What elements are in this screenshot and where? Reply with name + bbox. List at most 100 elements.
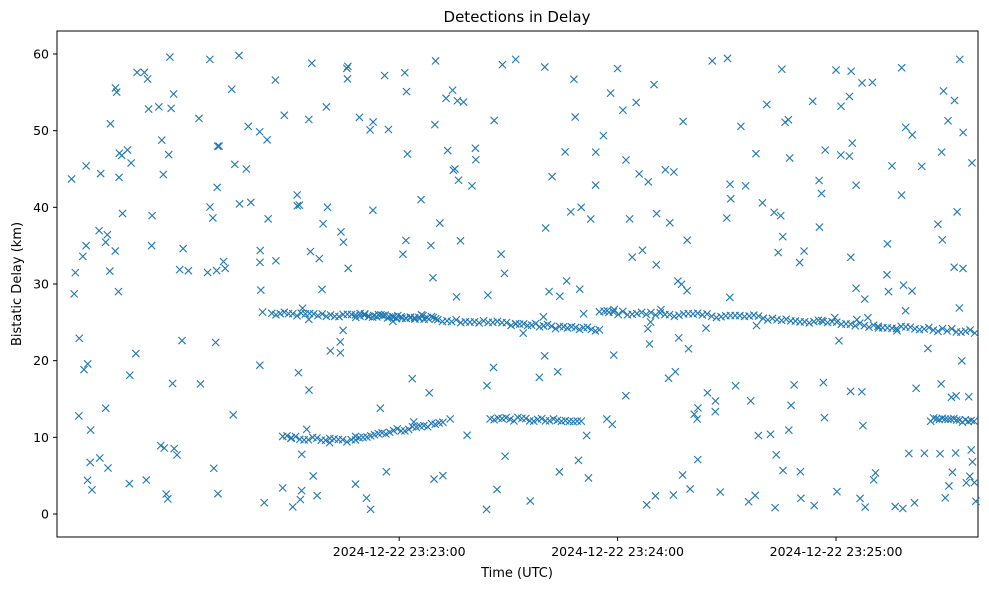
detection-marker xyxy=(144,105,153,114)
detection-marker xyxy=(343,62,352,71)
detection-marker xyxy=(861,503,870,512)
detection-marker xyxy=(142,476,151,485)
detection-marker xyxy=(482,505,491,514)
detection-marker xyxy=(296,495,305,504)
detection-marker xyxy=(103,464,112,472)
detection-marker xyxy=(351,310,360,319)
detection-marker xyxy=(293,190,302,199)
detection-marker xyxy=(164,150,173,159)
detection-marker xyxy=(815,223,824,232)
detection-marker xyxy=(874,322,883,331)
detection-marker xyxy=(577,417,586,426)
detection-marker xyxy=(923,344,932,353)
detection-marker xyxy=(693,415,702,424)
detection-marker xyxy=(970,478,979,487)
detection-marker xyxy=(519,329,528,338)
x-axis: 2024-12-22 23:23:00 2024-12-22 23:24:00 20… xyxy=(333,537,989,559)
detection-marker xyxy=(758,198,767,207)
detection-marker xyxy=(302,425,311,434)
detection-marker xyxy=(255,361,264,370)
detection-marker xyxy=(952,416,961,425)
detection-marker xyxy=(86,426,95,435)
detection-marker xyxy=(118,209,127,218)
detection-marker xyxy=(82,161,91,170)
detection-marker xyxy=(796,494,805,503)
detection-marker xyxy=(246,198,255,207)
detection-marker xyxy=(295,201,304,210)
detection-marker xyxy=(194,114,203,123)
detection-marker xyxy=(810,501,819,510)
detection-marker xyxy=(468,181,476,190)
detection-marker xyxy=(531,319,540,328)
detection-marker xyxy=(642,500,651,509)
detection-marker xyxy=(244,122,253,131)
detection-marker xyxy=(430,120,439,129)
detection-marker xyxy=(433,315,442,324)
detection-marker xyxy=(380,71,389,80)
detection-marker xyxy=(920,324,929,333)
detection-marker xyxy=(752,321,761,330)
detection-marker xyxy=(858,78,867,87)
detection-marker xyxy=(766,430,775,439)
detection-marker xyxy=(179,244,188,253)
detection-marker xyxy=(751,149,760,158)
y-tick-label: 40 xyxy=(33,200,49,215)
detection-marker xyxy=(342,64,351,73)
detection-marker xyxy=(219,257,228,266)
detection-marker xyxy=(211,338,220,347)
detection-marker xyxy=(526,496,535,505)
detection-marker xyxy=(431,56,440,65)
detection-marker xyxy=(435,219,444,228)
detection-marker xyxy=(163,494,172,503)
detection-marker xyxy=(446,414,455,423)
detection-marker xyxy=(280,111,289,120)
detection-marker xyxy=(625,214,634,223)
detection-marker xyxy=(910,498,919,507)
detection-marker xyxy=(123,145,132,154)
detection-marker xyxy=(548,172,557,181)
detection-marker xyxy=(846,320,855,329)
detection-marker xyxy=(830,313,839,322)
detection-marker xyxy=(551,324,560,333)
detection-marker xyxy=(545,416,554,425)
detection-marker xyxy=(147,241,156,250)
detection-marker xyxy=(443,146,452,155)
detection-marker xyxy=(707,312,716,321)
detection-marker xyxy=(398,250,407,259)
detection-marker xyxy=(366,125,375,134)
detection-marker xyxy=(297,450,306,459)
detection-marker xyxy=(815,176,824,185)
detection-marker xyxy=(938,235,947,244)
detection-marker xyxy=(442,94,451,103)
detection-marker xyxy=(342,437,351,446)
detection-marker xyxy=(521,414,530,423)
detection-marker xyxy=(650,80,659,89)
detection-marker xyxy=(606,89,615,98)
detection-marker xyxy=(703,388,712,397)
detection-marker xyxy=(661,165,670,174)
detection-marker xyxy=(519,319,528,328)
detection-marker xyxy=(256,286,265,295)
detection-marker xyxy=(105,267,114,276)
detection-marker xyxy=(376,404,385,413)
detection-marker xyxy=(777,316,786,325)
detection-marker xyxy=(883,239,892,248)
detection-marker xyxy=(160,444,169,452)
y-tick-label: 0 xyxy=(41,507,49,522)
detection-marker xyxy=(669,490,678,499)
detection-marker xyxy=(336,348,345,357)
detection-marker xyxy=(795,258,804,267)
detection-marker xyxy=(869,321,878,330)
detection-marker xyxy=(169,90,178,98)
detection-marker xyxy=(609,308,618,317)
detection-marker xyxy=(282,431,291,440)
detection-marker xyxy=(304,315,313,324)
detection-marker xyxy=(318,309,327,318)
detection-marker xyxy=(953,207,962,216)
detection-marker xyxy=(125,479,134,488)
detection-marker xyxy=(908,286,917,295)
detection-marker xyxy=(964,392,973,401)
detection-marker xyxy=(917,162,926,171)
detection-marker xyxy=(133,68,142,77)
detection-marker xyxy=(944,116,952,125)
